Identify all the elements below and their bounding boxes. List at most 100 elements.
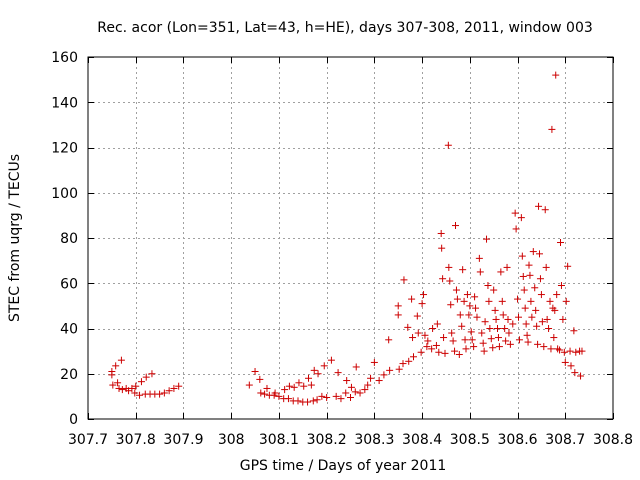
data-point bbox=[245, 381, 253, 389]
data-point bbox=[455, 351, 463, 359]
data-point bbox=[456, 311, 464, 319]
data-point bbox=[263, 384, 271, 392]
data-point bbox=[546, 297, 554, 305]
data-point bbox=[490, 286, 498, 294]
data-point bbox=[564, 262, 572, 270]
x-tick-label: 308.3 bbox=[354, 432, 394, 448]
data-point bbox=[468, 336, 476, 344]
x-tick-label: 308.2 bbox=[307, 432, 347, 448]
data-point bbox=[449, 337, 457, 345]
data-point bbox=[554, 345, 562, 353]
data-point bbox=[557, 239, 564, 247]
data-point bbox=[548, 125, 556, 133]
data-point bbox=[491, 306, 499, 314]
data-point bbox=[410, 353, 417, 361]
data-point bbox=[300, 382, 308, 390]
data-point bbox=[394, 311, 402, 319]
data-point bbox=[251, 367, 259, 375]
data-point bbox=[527, 297, 535, 305]
data-point bbox=[440, 334, 448, 342]
data-point bbox=[364, 381, 372, 389]
data-point bbox=[109, 381, 117, 389]
data-point bbox=[489, 344, 497, 352]
data-point bbox=[165, 387, 173, 395]
x-tick-label: 308 bbox=[218, 432, 245, 448]
data-point bbox=[540, 343, 548, 351]
data-point bbox=[536, 250, 543, 258]
data-point bbox=[526, 271, 534, 279]
data-point bbox=[453, 295, 461, 303]
data-point bbox=[156, 390, 164, 398]
data-point bbox=[257, 389, 265, 397]
data-point bbox=[572, 348, 580, 356]
data-point bbox=[320, 362, 328, 370]
data-point bbox=[535, 202, 543, 210]
data-point bbox=[553, 291, 561, 299]
data-point bbox=[399, 360, 407, 368]
data-point bbox=[385, 336, 393, 344]
data-point bbox=[448, 329, 456, 337]
data-point bbox=[332, 392, 340, 400]
data-point bbox=[465, 311, 473, 319]
data-point bbox=[347, 383, 355, 391]
data-point bbox=[421, 331, 429, 339]
data-point bbox=[343, 377, 351, 385]
y-tick-label: 160 bbox=[51, 50, 78, 66]
data-point bbox=[494, 325, 501, 332]
data-point bbox=[522, 320, 530, 328]
data-point bbox=[532, 306, 540, 314]
data-point bbox=[462, 345, 470, 353]
data-point bbox=[551, 306, 559, 314]
data-point bbox=[515, 336, 523, 344]
data-point bbox=[414, 329, 422, 337]
data-point bbox=[483, 235, 491, 243]
y-tick-label: 20 bbox=[60, 367, 78, 383]
data-point bbox=[284, 395, 292, 403]
data-point bbox=[170, 384, 178, 392]
data-point bbox=[424, 337, 432, 345]
data-point bbox=[160, 389, 168, 397]
data-point bbox=[305, 374, 312, 382]
data-point bbox=[444, 141, 452, 149]
data-point bbox=[567, 362, 575, 370]
x-axis-label: GPS time / Days of year 2011 bbox=[240, 458, 447, 474]
data-point bbox=[560, 348, 568, 356]
data-point bbox=[375, 377, 383, 385]
data-point bbox=[466, 302, 474, 310]
data-point bbox=[518, 252, 526, 260]
data-point bbox=[534, 340, 542, 348]
data-point bbox=[452, 286, 460, 294]
data-point bbox=[487, 335, 495, 343]
data-point bbox=[524, 338, 532, 346]
x-tick-label: 308.7 bbox=[545, 432, 585, 448]
data-point bbox=[470, 343, 478, 351]
data-point bbox=[458, 322, 466, 330]
data-point bbox=[501, 325, 509, 332]
data-point bbox=[503, 263, 511, 271]
data-point bbox=[441, 349, 449, 357]
data-point bbox=[536, 275, 544, 283]
data-point bbox=[352, 363, 360, 371]
data-point bbox=[137, 378, 145, 386]
x-tick-label: 307.7 bbox=[68, 432, 108, 448]
data-point bbox=[512, 225, 520, 233]
data-point bbox=[460, 297, 468, 305]
data-point bbox=[148, 370, 156, 378]
data-point bbox=[520, 286, 528, 294]
data-point bbox=[323, 394, 331, 402]
data-point bbox=[275, 392, 283, 400]
data-point bbox=[428, 345, 436, 353]
data-point bbox=[514, 295, 522, 303]
data-point bbox=[521, 304, 529, 312]
x-tick-label: 308.8 bbox=[593, 432, 633, 448]
data-point bbox=[131, 389, 139, 397]
data-point bbox=[525, 261, 533, 269]
data-point bbox=[285, 382, 293, 390]
data-point bbox=[408, 295, 416, 303]
data-point bbox=[502, 337, 510, 345]
data-point bbox=[494, 334, 502, 342]
data-point bbox=[533, 322, 541, 330]
data-point bbox=[418, 300, 426, 308]
data-point bbox=[529, 248, 537, 256]
data-point bbox=[463, 291, 471, 299]
